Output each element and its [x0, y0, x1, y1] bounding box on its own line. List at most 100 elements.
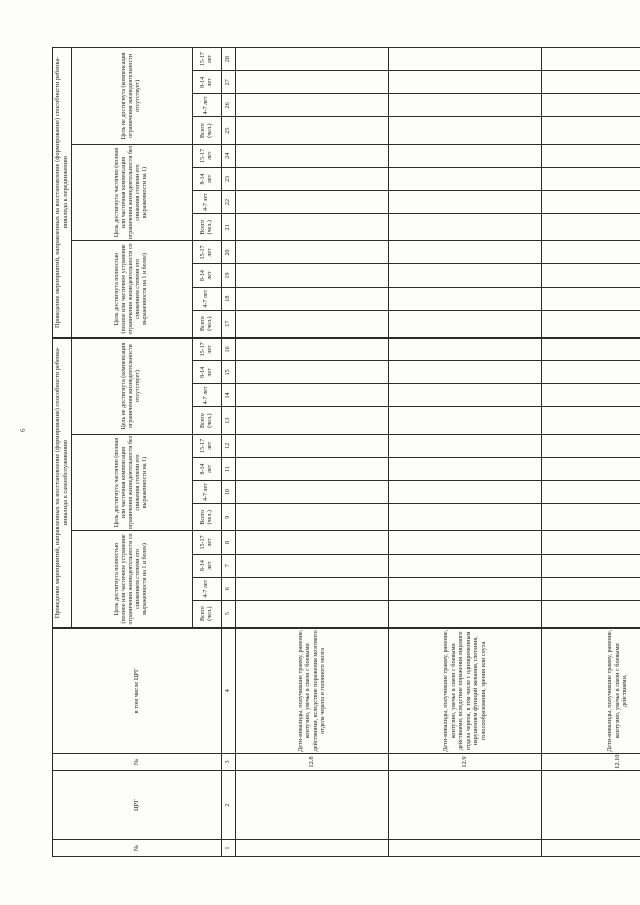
column-number-cell: 16	[221, 337, 236, 361]
row-value-cell[interactable]	[388, 190, 542, 214]
row-value-cell[interactable]	[388, 554, 542, 578]
row-value-cell[interactable]	[388, 600, 542, 628]
row-value-cell[interactable]	[541, 116, 640, 145]
row-value-cell[interactable]	[235, 383, 389, 407]
row-cell-no-1[interactable]	[388, 839, 542, 857]
row-value-cell[interactable]	[541, 190, 640, 214]
row-cell-crg[interactable]	[541, 770, 640, 840]
row-value-cell[interactable]	[541, 554, 640, 578]
row-value-cell[interactable]	[235, 577, 389, 601]
row-value-cell[interactable]	[388, 406, 542, 435]
row-value-cell[interactable]	[235, 530, 389, 555]
row-value-cell[interactable]	[235, 554, 389, 578]
row-value-cell[interactable]	[235, 480, 389, 504]
row-value-cell[interactable]	[388, 213, 542, 241]
row-value-cell[interactable]	[388, 360, 542, 384]
header-row-column-numbers: 1 2 3 4 5 6 7 8 9 10 11 12 13 14 15 16 17 18 19 20 21 22 23 24 2…	[221, 47, 236, 857]
row-value-cell[interactable]	[541, 480, 640, 504]
row-value-cell[interactable]	[235, 287, 389, 311]
column-number-cell: 24	[221, 144, 236, 168]
age-header-8-14: 8-14 лет	[192, 70, 222, 94]
row-value-cell[interactable]	[541, 167, 640, 191]
column-number-cell: 19	[221, 264, 236, 288]
row-value-cell[interactable]	[235, 116, 389, 145]
column-number-cell: 11	[221, 457, 236, 481]
age-header-total: Всего (чел.)	[192, 406, 222, 435]
row-value-cell[interactable]	[541, 310, 640, 338]
row-value-cell[interactable]	[541, 360, 640, 384]
age-header-8-14: 8-14 лет	[192, 457, 222, 481]
column-number-cell: 25	[221, 116, 236, 145]
row-value-cell[interactable]	[235, 600, 389, 628]
row-value-cell[interactable]	[235, 240, 389, 264]
row-value-cell[interactable]	[388, 503, 542, 531]
row-cell-crg[interactable]	[388, 770, 542, 840]
column-number-cell: 28	[221, 47, 236, 71]
column-number-cell: 9	[221, 503, 236, 531]
row-value-cell[interactable]	[388, 47, 542, 71]
row-value-cell[interactable]	[388, 337, 542, 361]
row-value-cell[interactable]	[541, 337, 640, 361]
row-value-cell[interactable]	[541, 406, 640, 435]
row-value-cell[interactable]	[235, 93, 389, 117]
row-value-cell[interactable]	[541, 144, 640, 168]
row-value-cell[interactable]	[388, 310, 542, 338]
table-row: 12.9 Дети-инвалиды, получившие травму, ра…	[388, 47, 542, 857]
row-description: Дети-инвалиды, получившие травму, ранени…	[388, 627, 542, 754]
row-value-cell[interactable]	[388, 577, 542, 601]
row-value-cell[interactable]	[388, 530, 542, 555]
row-value-cell[interactable]	[388, 144, 542, 168]
row-value-cell[interactable]	[235, 360, 389, 384]
row-value-cell[interactable]	[541, 503, 640, 531]
row-value-cell[interactable]	[235, 406, 389, 435]
row-value-cell[interactable]	[541, 457, 640, 481]
row-cell-crg[interactable]	[235, 770, 389, 840]
row-value-cell[interactable]	[388, 383, 542, 407]
row-value-cell[interactable]	[235, 503, 389, 531]
column-number-cell: 12	[221, 434, 236, 458]
row-value-cell[interactable]	[235, 144, 389, 168]
row-value-cell[interactable]	[235, 190, 389, 214]
row-value-cell[interactable]	[235, 310, 389, 338]
row-value-cell[interactable]	[388, 240, 542, 264]
row-value-cell[interactable]	[541, 434, 640, 458]
row-value-cell[interactable]	[235, 47, 389, 71]
row-value-cell[interactable]	[541, 47, 640, 71]
row-value-cell[interactable]	[235, 213, 389, 241]
row-value-cell[interactable]	[541, 264, 640, 288]
row-value-cell[interactable]	[235, 264, 389, 288]
row-value-cell[interactable]	[388, 480, 542, 504]
row-value-cell[interactable]	[541, 577, 640, 601]
row-value-cell[interactable]	[541, 287, 640, 311]
row-value-cell[interactable]	[388, 116, 542, 145]
column-number-cell: 17	[221, 310, 236, 338]
row-value-cell[interactable]	[388, 167, 542, 191]
row-value-cell[interactable]	[541, 600, 640, 628]
outcome-header-full-achieved: Цель достигнута полностью (полное или ча…	[71, 530, 193, 628]
row-value-cell[interactable]	[541, 383, 640, 407]
row-value-cell[interactable]	[388, 93, 542, 117]
column-number-cell: 27	[221, 70, 236, 94]
row-value-cell[interactable]	[388, 287, 542, 311]
row-value-cell[interactable]	[388, 264, 542, 288]
row-value-cell[interactable]	[235, 434, 389, 458]
page-number: 6	[19, 428, 27, 433]
column-number-cell: 23	[221, 167, 236, 191]
row-value-cell[interactable]	[541, 240, 640, 264]
age-header-8-14: 8-14 лет	[192, 264, 222, 288]
row-value-cell[interactable]	[235, 337, 389, 361]
row-value-cell[interactable]	[541, 93, 640, 117]
row-value-cell[interactable]	[235, 167, 389, 191]
column-number-cell: 18	[221, 287, 236, 311]
row-value-cell[interactable]	[388, 70, 542, 94]
row-value-cell[interactable]	[388, 457, 542, 481]
row-cell-no-1[interactable]	[541, 839, 640, 857]
row-value-cell[interactable]	[541, 70, 640, 94]
row-cell-no-1[interactable]	[235, 839, 389, 857]
row-value-cell[interactable]	[541, 213, 640, 241]
row-value-cell[interactable]	[235, 70, 389, 94]
row-value-cell[interactable]	[541, 530, 640, 555]
row-value-cell[interactable]	[235, 457, 389, 481]
row-value-cell[interactable]	[388, 434, 542, 458]
